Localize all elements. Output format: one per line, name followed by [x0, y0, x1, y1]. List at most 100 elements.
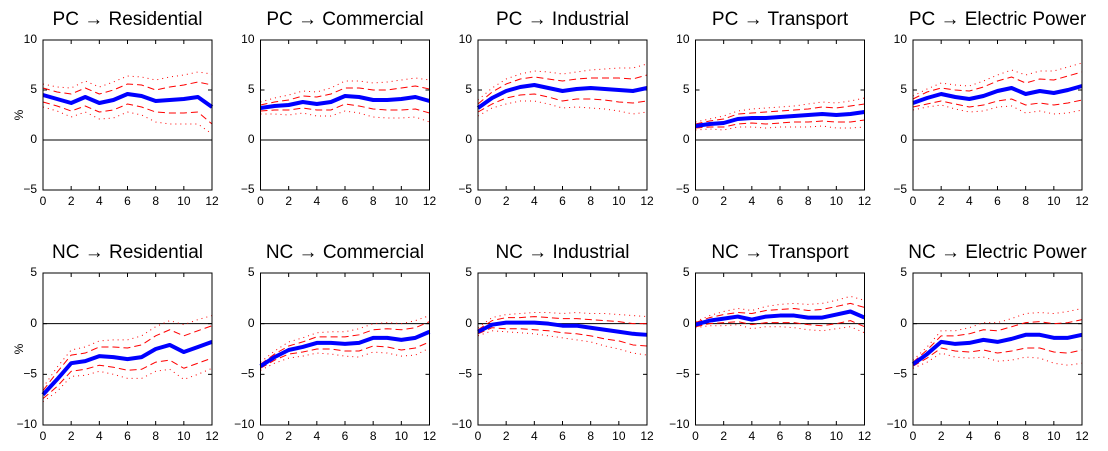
series-line [42, 106, 213, 135]
series-line [477, 63, 648, 101]
x-tick-label: 6 [342, 194, 349, 208]
x-tick-label: 2 [285, 429, 292, 443]
y-tick-label: 5 [683, 82, 690, 96]
series-line [42, 92, 214, 109]
x-tick-label: 8 [1022, 429, 1029, 443]
x-tick-label: 6 [559, 429, 566, 443]
x-tick-label: 8 [587, 194, 594, 208]
series-line [912, 84, 1083, 105]
plot-frame [912, 39, 1083, 191]
x-tick-label: 4 [966, 429, 973, 443]
x-tick-label: 10 [830, 194, 844, 208]
x-tick-label: 2 [285, 194, 292, 208]
y-tick-label: 0 [248, 316, 255, 330]
x-tick-label: 8 [805, 194, 812, 208]
x-tick-label: 12 [423, 194, 437, 208]
chart-title: NC → Industrial [495, 242, 629, 263]
x-tick-label: 0 [475, 194, 482, 208]
y-tick-label: 10 [676, 32, 690, 46]
series-line [912, 347, 1083, 367]
plot-frame [912, 272, 1083, 426]
chart-title: PC → Electric Power [909, 9, 1087, 30]
plot-frame [42, 272, 213, 426]
y-axis-label: % [12, 109, 26, 120]
x-tick-label: 4 [531, 429, 538, 443]
y-tick-label: 10 [241, 32, 255, 46]
chart-title: NC → Commercial [266, 242, 424, 263]
series-line [477, 74, 648, 105]
x-tick-label: 4 [748, 194, 755, 208]
x-tick-label: 0 [40, 194, 47, 208]
y-tick-label: 5 [465, 265, 472, 279]
y-tick-label: −10 [17, 417, 38, 431]
series-line [695, 320, 865, 328]
y-tick-label: −10 [669, 417, 690, 431]
x-tick-label: 12 [1075, 429, 1089, 443]
series-line [260, 315, 430, 363]
x-tick-label: 6 [124, 194, 131, 208]
x-tick-label: 8 [152, 194, 159, 208]
x-tick-label: 4 [966, 194, 973, 208]
series-line [260, 110, 430, 123]
chart-title: PC → Commercial [266, 9, 423, 30]
x-tick-label: 10 [1047, 429, 1061, 443]
chart-title: NC → Transport [711, 242, 849, 263]
y-tick-label: 0 [683, 316, 690, 330]
x-tick-label: 12 [640, 194, 654, 208]
x-tick-label: 4 [531, 194, 538, 208]
y-tick-label: 0 [900, 132, 907, 146]
y-tick-label: −5 [458, 367, 472, 381]
y-tick-label: 10 [894, 32, 908, 46]
x-tick-label: 10 [177, 429, 191, 443]
x-tick-label: 6 [777, 429, 784, 443]
y-tick-label: 5 [30, 265, 37, 279]
x-tick-label: 2 [503, 429, 510, 443]
x-tick-label: 4 [313, 194, 320, 208]
series-line [477, 330, 648, 356]
y-tick-label: 5 [30, 82, 37, 96]
y-tick-label: 0 [683, 132, 690, 146]
x-tick-label: 0 [257, 194, 264, 208]
chart-title: NC → Residential [52, 242, 203, 263]
plot-frame [695, 39, 865, 191]
y-tick-label: 5 [465, 82, 472, 96]
x-tick-label: 2 [938, 194, 945, 208]
series-line [41, 340, 213, 396]
x-tick-label: 8 [370, 194, 377, 208]
series-line [476, 83, 648, 110]
series-line [477, 316, 647, 331]
series-line [42, 101, 213, 125]
y-tick-label: −10 [234, 417, 255, 431]
y-tick-label: 10 [459, 32, 473, 46]
y-tick-label: 0 [900, 316, 907, 330]
y-tick-label: −5 [676, 182, 690, 196]
y-tick-label: −5 [241, 367, 255, 381]
x-tick-label: 12 [205, 429, 219, 443]
x-tick-label: 10 [395, 194, 409, 208]
series-line [260, 85, 430, 106]
x-tick-label: 12 [423, 429, 437, 443]
series-line [911, 332, 1083, 366]
x-tick-label: 6 [994, 194, 1001, 208]
series-line [42, 367, 213, 403]
plot-frame [42, 39, 213, 191]
x-tick-label: 10 [395, 429, 409, 443]
y-tick-label: 0 [465, 316, 472, 330]
plot-frame [477, 272, 648, 426]
x-tick-label: 12 [858, 429, 872, 443]
plot-frame [477, 39, 648, 191]
series-line [42, 81, 213, 95]
x-tick-label: 10 [612, 429, 626, 443]
plot-frame [260, 272, 430, 426]
series-line [695, 103, 865, 125]
series-line [695, 302, 865, 324]
series-line [260, 347, 430, 371]
chart-title: PC → Residential [53, 9, 203, 30]
series-line [695, 110, 865, 128]
x-tick-label: 8 [1022, 194, 1029, 208]
series-line [477, 100, 648, 117]
y-tick-label: −10 [452, 417, 473, 431]
x-tick-label: 8 [152, 429, 159, 443]
x-tick-label: 8 [805, 429, 812, 443]
